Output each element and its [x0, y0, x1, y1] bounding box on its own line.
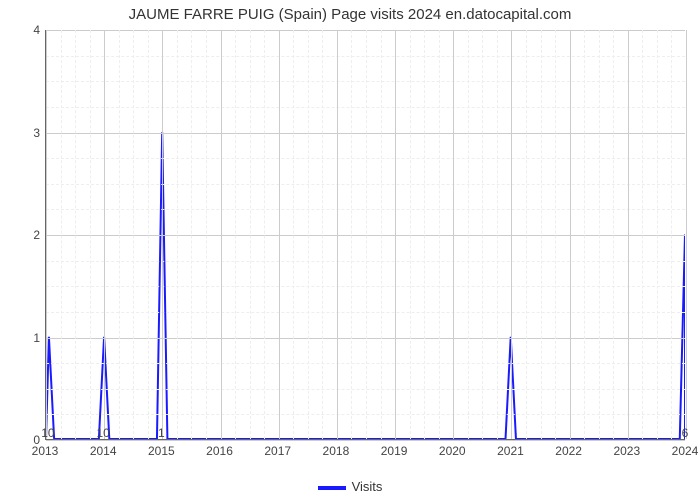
gridline-v: [657, 30, 658, 439]
legend-label: Visits: [352, 479, 383, 494]
gridline-v: [686, 30, 687, 439]
gridline-v: [322, 30, 323, 439]
gridline-v: [264, 30, 265, 439]
x-tick-label: 2019: [381, 444, 408, 458]
gridline-v: [628, 30, 629, 439]
gridline-v: [177, 30, 178, 439]
y-tick-label: 4: [10, 23, 40, 37]
gridline-v: [482, 30, 483, 439]
y-tick-label: 1: [10, 331, 40, 345]
gridline-v: [104, 30, 105, 439]
x-tick-label: 2015: [148, 444, 175, 458]
gridline-v: [366, 30, 367, 439]
spike-value-label: 6: [682, 426, 689, 440]
gridline-v: [541, 30, 542, 439]
gridline-v: [90, 30, 91, 439]
gridline-v: [453, 30, 454, 439]
gridline-v: [351, 30, 352, 439]
gridline-v: [671, 30, 672, 439]
gridline-v: [468, 30, 469, 439]
gridline-v: [162, 30, 163, 439]
gridline-v: [235, 30, 236, 439]
spike-value-label: 10: [96, 426, 109, 440]
legend: Visits: [0, 479, 700, 494]
gridline-v: [613, 30, 614, 439]
plot-area: [45, 30, 685, 440]
spike-value-label: 1: [158, 426, 165, 440]
gridline-v: [191, 30, 192, 439]
x-tick-label: 2018: [323, 444, 350, 458]
gridline-v: [308, 30, 309, 439]
gridline-v: [46, 30, 47, 439]
x-tick-label: 2017: [264, 444, 291, 458]
gridline-v: [424, 30, 425, 439]
gridline-v: [642, 30, 643, 439]
gridline-v: [61, 30, 62, 439]
gridline-v: [395, 30, 396, 439]
gridline-v: [599, 30, 600, 439]
x-tick-label: 2013: [32, 444, 59, 458]
gridline-h: [46, 440, 685, 441]
y-tick-label: 2: [10, 228, 40, 242]
gridline-v: [439, 30, 440, 439]
gridline-v: [497, 30, 498, 439]
legend-swatch: [318, 486, 346, 490]
gridline-v: [250, 30, 251, 439]
gridline-v: [119, 30, 120, 439]
gridline-v: [511, 30, 512, 439]
gridline-v: [526, 30, 527, 439]
x-tick-label: 2020: [439, 444, 466, 458]
x-tick-label: 2022: [555, 444, 582, 458]
gridline-v: [410, 30, 411, 439]
gridline-v: [555, 30, 556, 439]
gridline-v: [75, 30, 76, 439]
x-tick-label: 2014: [90, 444, 117, 458]
gridline-v: [570, 30, 571, 439]
chart-title: JAUME FARRE PUIG (Spain) Page visits 202…: [0, 6, 700, 23]
gridline-v: [584, 30, 585, 439]
gridline-v: [337, 30, 338, 439]
spike-value-label: 10: [41, 426, 54, 440]
x-tick-label: 2023: [613, 444, 640, 458]
gridline-v: [279, 30, 280, 439]
x-tick-label: 2016: [206, 444, 233, 458]
chart-container: JAUME FARRE PUIG (Spain) Page visits 202…: [0, 0, 700, 500]
x-tick-label: 2024: [672, 444, 699, 458]
gridline-v: [381, 30, 382, 439]
x-tick-label: 2021: [497, 444, 524, 458]
y-tick-label: 3: [10, 126, 40, 140]
gridline-v: [293, 30, 294, 439]
gridline-v: [148, 30, 149, 439]
gridline-v: [221, 30, 222, 439]
gridline-v: [206, 30, 207, 439]
gridline-v: [133, 30, 134, 439]
